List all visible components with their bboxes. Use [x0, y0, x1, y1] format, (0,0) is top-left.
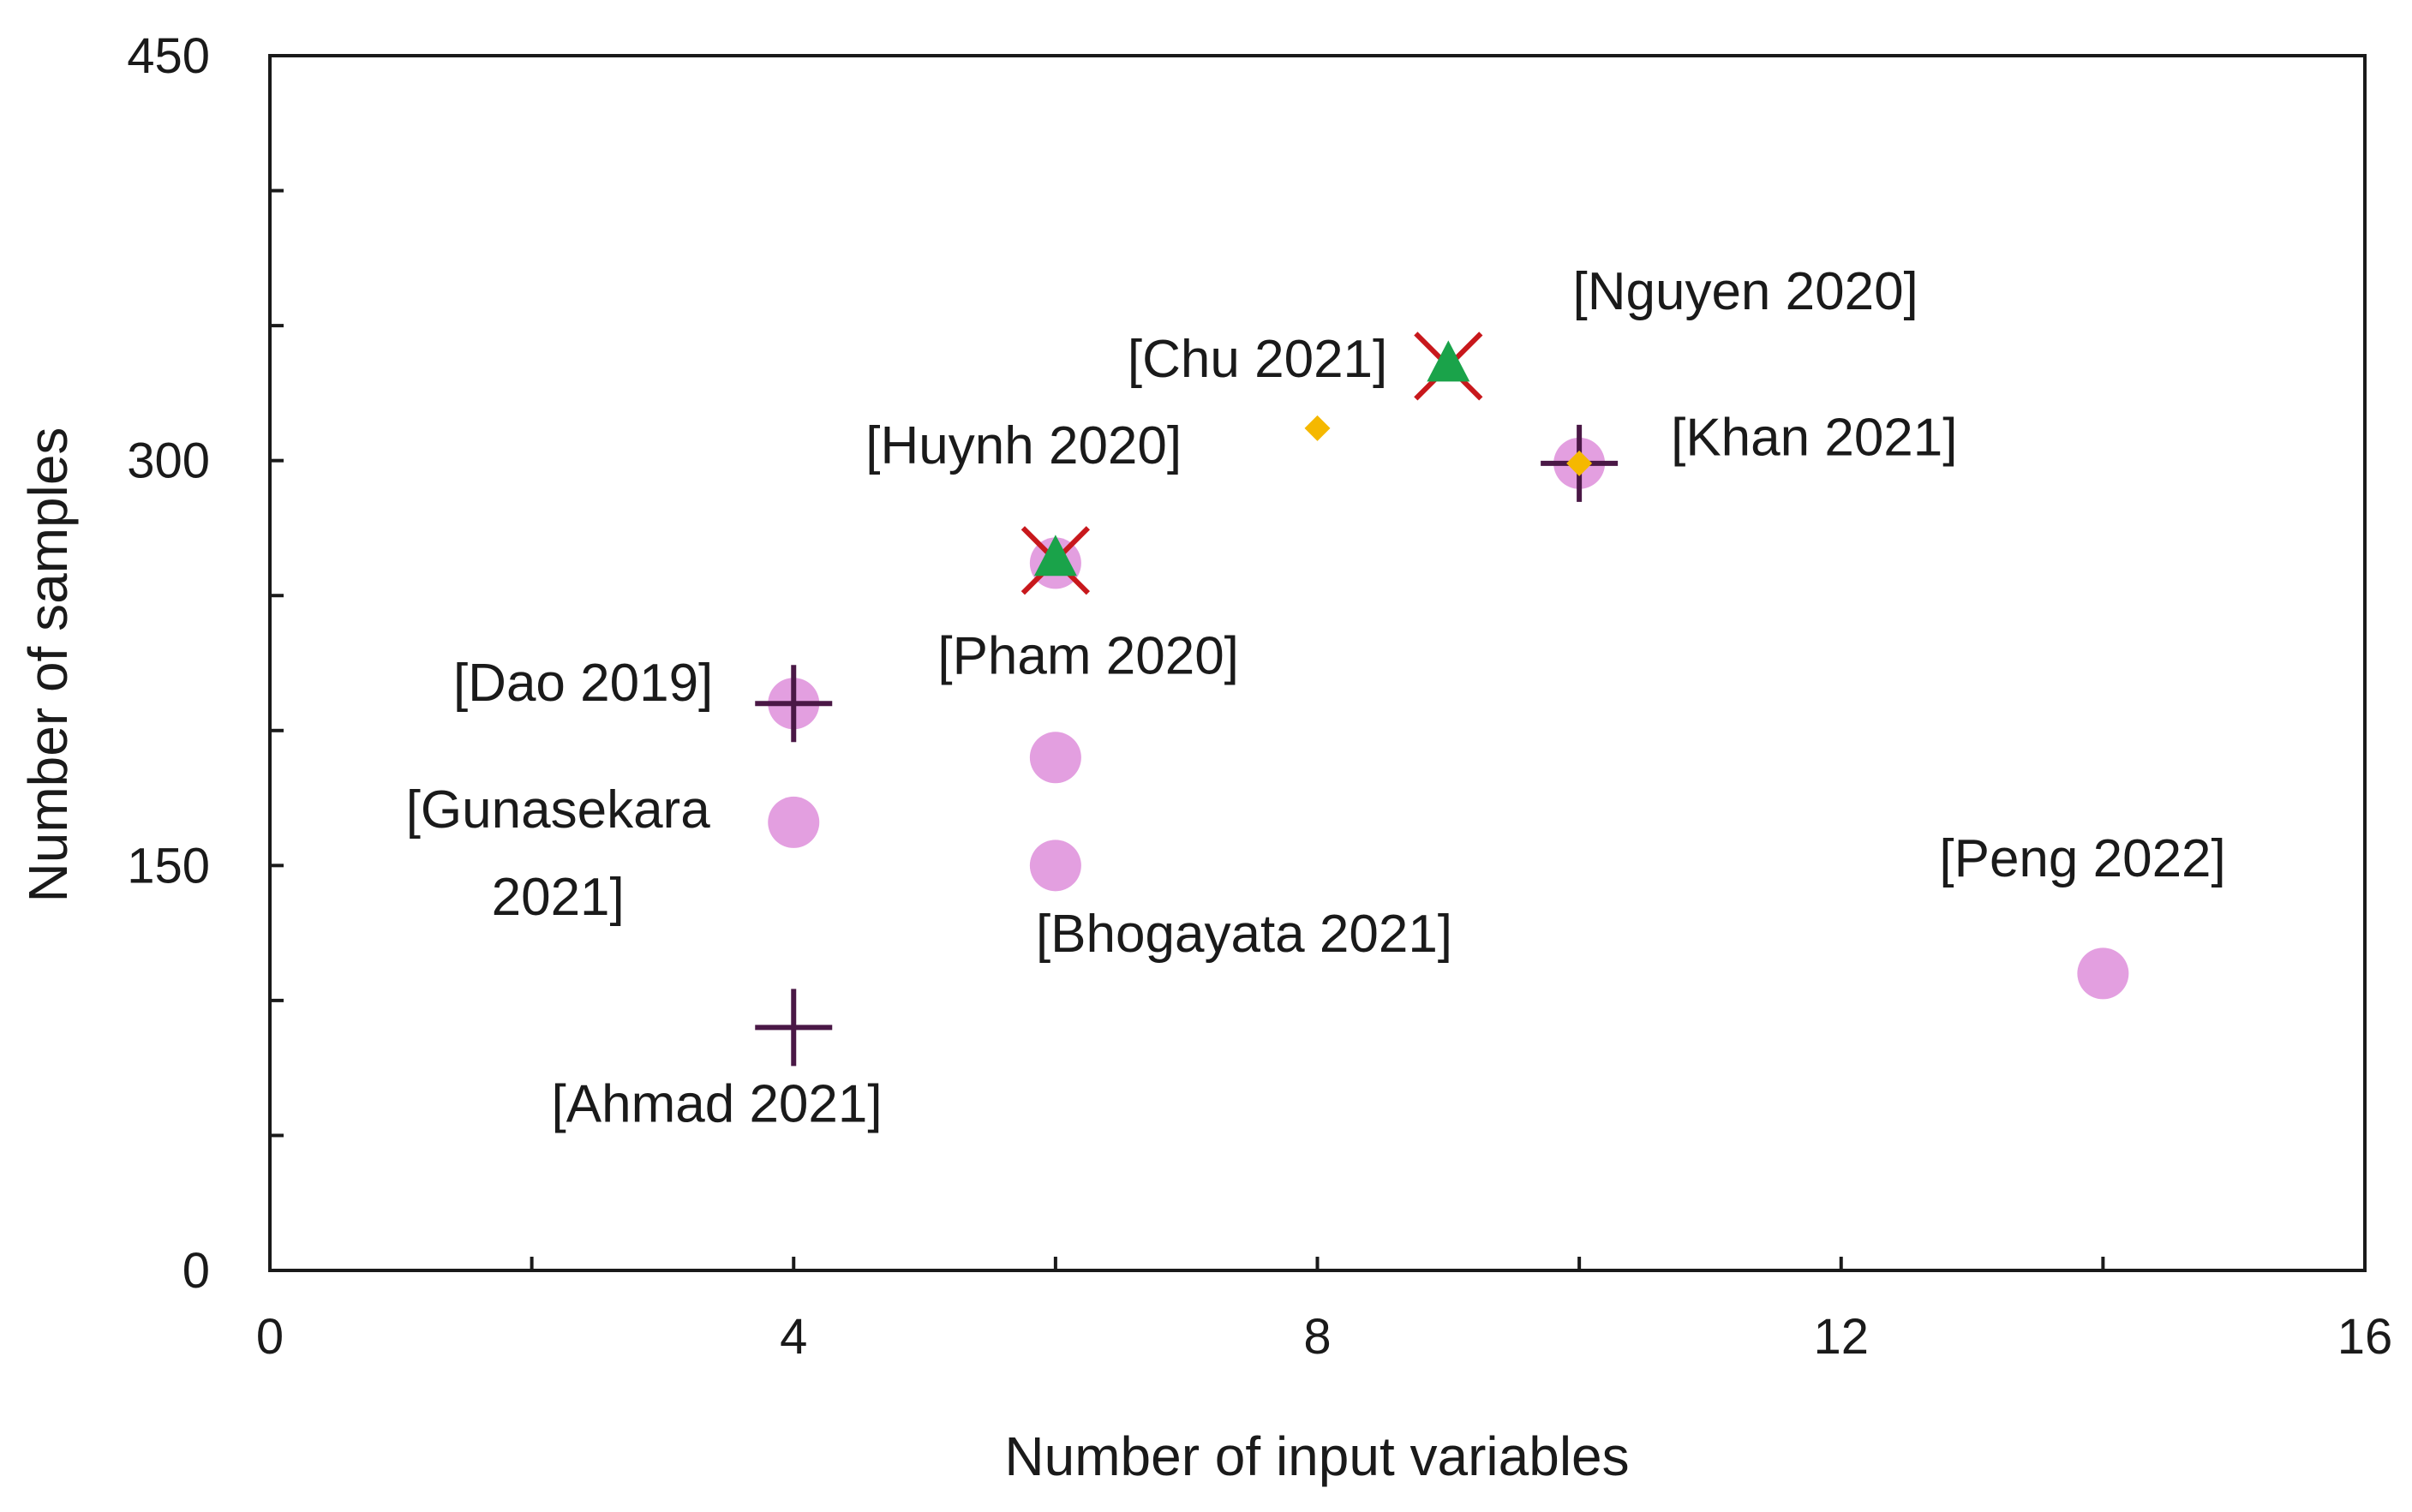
- point-label-line: [Bhogayata 2021]: [1036, 905, 1452, 964]
- circle-marker: [768, 796, 820, 848]
- y-tick-label: 150: [127, 838, 210, 893]
- circle-marker: [2077, 947, 2129, 1000]
- point-label-line: [Khan 2021]: [1671, 408, 1957, 467]
- circle-marker: [1029, 840, 1081, 892]
- point-label-nguyen-2020: [Nguyen 2020]: [1572, 262, 1918, 321]
- point-label-bhogayata-2021: [Bhogayata 2021]: [1036, 905, 1452, 964]
- plus-marker: [755, 665, 833, 743]
- point-label-huynh-2020: [Huynh 2020]: [865, 416, 1182, 475]
- point-label-khan-2021: [Khan 2021]: [1671, 408, 1957, 467]
- points-group: [755, 332, 2129, 1067]
- y-tick-label: 450: [127, 28, 210, 84]
- x-tick-label: 0: [256, 1309, 284, 1365]
- triangle-marker: [1427, 340, 1470, 382]
- point-label-pham-2020: [Pham 2020]: [937, 627, 1239, 686]
- point-label-line: [Huynh 2020]: [865, 416, 1182, 475]
- point-label-dao-2019: [Dao 2019]: [453, 654, 713, 713]
- circle-marker: [1029, 732, 1081, 784]
- triangle-marker: [1033, 535, 1077, 577]
- x-tick-label: 8: [1303, 1309, 1331, 1365]
- plus-marker: [755, 989, 833, 1067]
- point-labels-group: [Nguyen 2020] [Chu 2021] [Khan 2021] [Huynh…: [406, 262, 2226, 1133]
- point-label-line: [Chu 2021]: [1128, 330, 1387, 389]
- point-label-line: [Dao 2019]: [453, 654, 713, 713]
- point-label-line: [Ahmad 2021]: [552, 1075, 883, 1134]
- y-tick-label: 0: [183, 1243, 210, 1299]
- x-axis-title: Number of input variables: [1004, 1425, 1629, 1487]
- point-label-line: [Nguyen 2020]: [1572, 262, 1918, 321]
- tick-group: 0 4 8 12 16 0 150 300 450: [127, 28, 2392, 1365]
- point-label-ahmad-2021: [Ahmad 2021]: [552, 1075, 883, 1134]
- point-label-line: [Pham 2020]: [937, 627, 1239, 686]
- x-tick-label: 16: [2337, 1309, 2393, 1365]
- x-tick-label: 4: [780, 1309, 807, 1365]
- y-tick-label: 300: [127, 433, 210, 489]
- diamond-marker: [1304, 415, 1331, 441]
- point-label-gunasekara-2021: [Gunasekara 2021]: [406, 780, 711, 927]
- diamond-marker: [1566, 450, 1593, 476]
- x-tick-label: 12: [1813, 1309, 1869, 1365]
- point-label-peng-2022: [Peng 2022]: [1939, 829, 2225, 888]
- point-label-chu-2021: [Chu 2021]: [1128, 330, 1387, 389]
- point-label-line: 2021]: [492, 868, 625, 927]
- y-axis-title: Number of samples: [17, 427, 79, 903]
- point-label-line: [Gunasekara: [406, 780, 711, 840]
- point-label-line: [Peng 2022]: [1939, 829, 2225, 888]
